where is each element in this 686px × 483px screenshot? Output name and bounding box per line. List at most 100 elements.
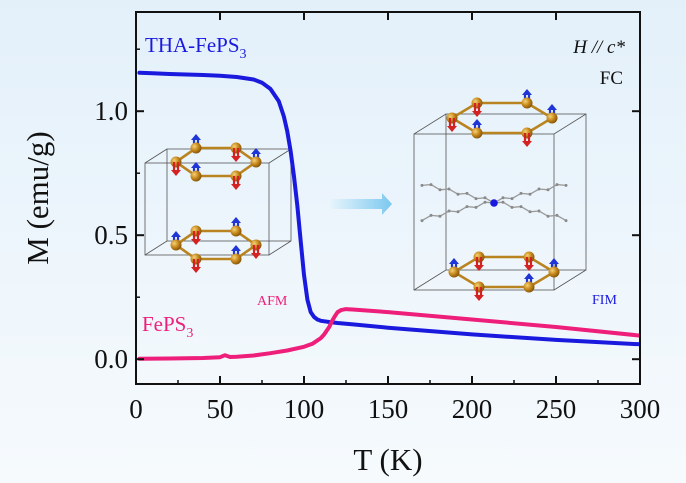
x-tick-label: 50 (207, 394, 234, 424)
spin-arrow-head (191, 267, 201, 273)
fe-atom (448, 266, 460, 278)
carbon-atom (465, 205, 469, 209)
x-tick-label: 250 (536, 394, 577, 424)
spin-arrow-head (474, 295, 484, 301)
carbon-atom (519, 205, 523, 209)
fe-atom (230, 225, 242, 237)
series-label-feps3: FePS3 (142, 312, 193, 341)
unit-cell-edge (144, 162, 270, 256)
spin-arrow-head (171, 170, 181, 176)
spin-arrow-head (231, 245, 241, 251)
unit-cell-edge (144, 240, 168, 256)
carbon-atom (537, 209, 541, 213)
fe-ring (173, 146, 259, 178)
x-tick-label: 200 (452, 394, 493, 424)
fe-atom (170, 239, 182, 251)
carbon-atom (519, 191, 523, 195)
spin-arrow-head (231, 217, 241, 223)
fe-atom (230, 253, 242, 265)
fe-atom (523, 251, 535, 263)
carbon-atom (528, 210, 532, 214)
spin-arrow-head (191, 239, 201, 245)
fe-ring (451, 255, 557, 289)
field-condition-label: H // c* (572, 37, 625, 58)
y-axis-title: M (emu/g) (20, 131, 55, 264)
x-tick-label: 300 (620, 394, 661, 424)
fe-atom (473, 251, 485, 263)
carbon-atom (564, 219, 568, 223)
carbon-atom (465, 191, 469, 195)
spin-arrow-head (524, 273, 534, 279)
carbon-atom (546, 214, 550, 218)
spin-arrow-head (472, 111, 482, 117)
carbon-atom (546, 188, 550, 192)
afm-label: AFM (257, 294, 288, 309)
spin-arrow-head (191, 134, 201, 140)
cooling-label: FC (600, 68, 623, 89)
unit-cell-edge (413, 269, 447, 291)
unit-cell-edge (553, 113, 587, 135)
carbon-atom (456, 192, 460, 196)
inset-fim-structure (413, 89, 587, 301)
fe-ring (449, 101, 555, 135)
fe-atom (230, 142, 242, 154)
carbon-atom (555, 213, 559, 217)
carbon-atom (483, 196, 487, 200)
fe-atom (250, 156, 262, 168)
fe-atom (190, 225, 202, 237)
unit-cell-edge (144, 148, 168, 164)
fe-atom (471, 127, 483, 139)
carbon-atom (420, 183, 424, 187)
y-tick-label: 0.5 (94, 220, 128, 250)
fe-atom (548, 266, 560, 278)
carbon-atom (483, 200, 487, 204)
fe-atom (523, 281, 535, 293)
spin-arrow-head (524, 265, 534, 271)
fe-atom (230, 170, 242, 182)
spin-arrow-head (251, 148, 261, 154)
carbon-atom (537, 187, 541, 191)
fe-atom (190, 170, 202, 182)
carbon-atom (474, 197, 478, 201)
fe-atom (446, 112, 458, 124)
carbon-atom (438, 214, 442, 218)
unit-cell-edge (413, 113, 447, 135)
unit-cell-edge (268, 148, 292, 164)
fe-atom (473, 281, 485, 293)
spin-arrow-head (522, 141, 532, 147)
fe-atom (190, 253, 202, 265)
carbon-atom (510, 197, 514, 201)
spin-arrow-head (472, 119, 482, 125)
spin-arrow-head (474, 265, 484, 271)
unit-cell-edge (268, 240, 292, 256)
spin-arrow-head (522, 89, 532, 95)
carbon-atom (501, 196, 505, 200)
series-line-thafeps3 (137, 70, 640, 347)
y-tick-label: 0.0 (94, 344, 128, 374)
y-tick-label: 1.0 (94, 96, 128, 126)
spin-arrow-head (547, 104, 557, 110)
carbon-atom (438, 188, 442, 192)
fe-atom (170, 156, 182, 168)
carbon-atom (447, 209, 451, 213)
carbon-atom (429, 213, 433, 217)
spin-arrow-head (231, 184, 241, 190)
series-label-thafeps3: THA-FePS3 (145, 33, 247, 62)
spin-arrow-head (191, 162, 201, 168)
inset-afm-structure (144, 134, 292, 273)
spin-arrow-head (447, 126, 457, 132)
carbon-atom (510, 205, 514, 209)
spin-arrow-head (231, 156, 241, 162)
x-tick-label: 100 (284, 394, 325, 424)
unit-cell-edge (445, 113, 587, 271)
carbon-atom (429, 183, 433, 187)
spin-arrow-head (549, 258, 559, 264)
carbon-atom (528, 192, 532, 196)
spin-arrow-head (171, 231, 181, 237)
spin-arrow-head (449, 258, 459, 264)
unit-cell-edge (553, 269, 587, 291)
fe-atom (471, 97, 483, 109)
carbon-atom (420, 219, 424, 223)
fe-atom (190, 142, 202, 154)
